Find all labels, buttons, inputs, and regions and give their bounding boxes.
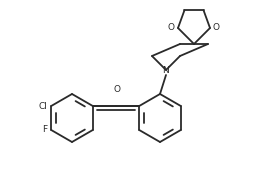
Text: Cl: Cl [38,101,47,110]
Text: O: O [168,23,175,32]
Text: N: N [163,66,169,74]
Text: O: O [213,23,220,32]
Text: O: O [113,85,120,94]
Text: F: F [42,125,47,134]
